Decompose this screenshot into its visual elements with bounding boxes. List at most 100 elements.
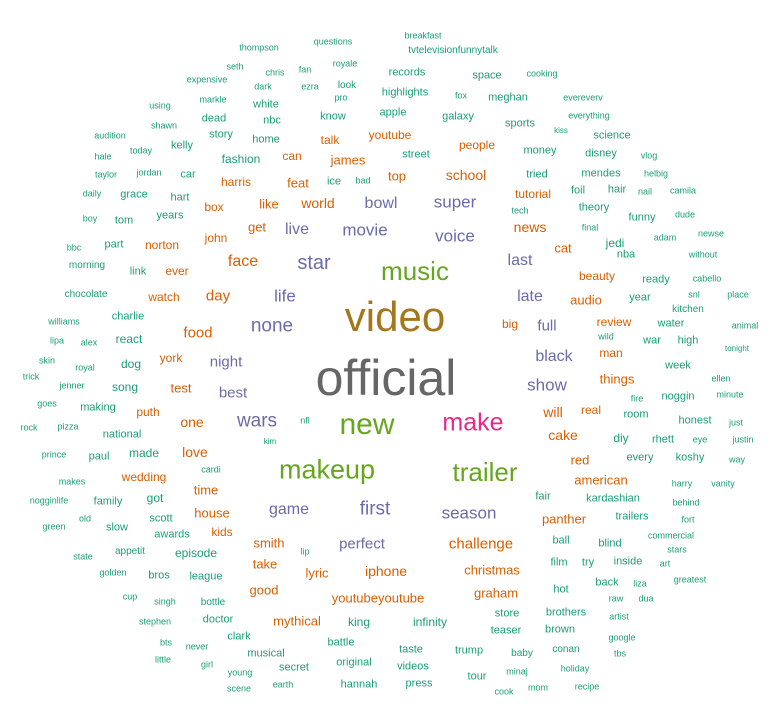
word-week: week [665, 359, 691, 372]
word-american: american [574, 472, 628, 488]
word-scott: scott [149, 512, 173, 525]
word-scene: scene [226, 683, 252, 694]
word-watch: watch [148, 290, 180, 304]
word-chocolate: chocolate [64, 289, 108, 300]
word-full: full [537, 317, 557, 335]
word-stephen: stephen [138, 616, 172, 627]
word-bros: bros [148, 569, 170, 582]
word-first: first [359, 498, 391, 520]
word-fox: fox [454, 90, 468, 101]
word-war: war [643, 334, 661, 347]
word-way: way [728, 454, 746, 465]
word-tonight: tonight [724, 344, 750, 353]
word-jordan: jordan [136, 167, 162, 178]
word-girl: girl [200, 659, 214, 670]
word-apple: apple [379, 106, 407, 119]
word-world: world [301, 195, 335, 211]
word-grace: grace [120, 188, 148, 201]
word-disney: disney [585, 147, 617, 160]
word-honest: honest [678, 414, 712, 427]
word-store: store [494, 607, 520, 620]
word-little: little [154, 654, 172, 665]
word-house: house [194, 505, 230, 521]
word-review: review [596, 315, 632, 329]
word-bts: bts [159, 637, 173, 648]
word-room: room [623, 408, 649, 421]
word-infinity: infinity [412, 615, 448, 629]
word-paul: paul [88, 450, 110, 463]
word-graham: graham [473, 585, 519, 601]
word-look: look [337, 80, 357, 91]
word-star: star [297, 252, 331, 274]
word-animal: animal [731, 320, 759, 331]
word-hannah: hannah [340, 678, 378, 691]
word-daily: daily [82, 188, 102, 199]
word-react: react [115, 332, 143, 346]
word-official: official [315, 350, 457, 406]
word-behind: behind [672, 497, 700, 508]
word-fort: fort [681, 514, 695, 525]
word-without: without [688, 249, 718, 260]
word-tour: tour [467, 670, 487, 683]
word-williams: williams [48, 316, 80, 327]
word-day: day [205, 287, 231, 305]
word-ever: ever [165, 264, 189, 278]
word-boy: boy [82, 213, 98, 224]
word-national: national [102, 428, 142, 441]
word-tbs: tbs [613, 648, 627, 659]
word-movie: movie [342, 220, 388, 240]
word-helbig: helbig [643, 168, 669, 179]
word-never: never [185, 641, 209, 652]
word-highlights: highlights [381, 86, 429, 99]
word-dead: dead [201, 112, 227, 125]
word-game: game [268, 501, 310, 518]
word-rhett: rhett [651, 433, 675, 446]
word-part: part [104, 238, 124, 251]
word-youtube: youtube [368, 128, 412, 142]
word-cat: cat [554, 240, 572, 256]
word-noggin: noggin [661, 390, 695, 403]
word-film: film [550, 556, 568, 569]
word-music: music [381, 256, 449, 286]
word-lyric: lyric [305, 565, 329, 581]
word-liza: liza [633, 578, 647, 589]
word-puth: puth [136, 405, 160, 419]
word-love: love [182, 444, 208, 460]
word-norton: norton [144, 238, 180, 252]
word-making: making [80, 401, 116, 414]
word-art: art [659, 558, 671, 569]
word-goes: goes [37, 398, 57, 409]
word-science: science [593, 129, 631, 142]
word-try: try [581, 556, 595, 569]
word-time: time [193, 482, 219, 498]
word-back: back [595, 576, 619, 589]
word-got: got [146, 491, 164, 505]
word-ball: ball [552, 534, 570, 547]
word-singh: singh [154, 596, 176, 607]
word-conan: conan [552, 644, 580, 655]
word-cake: cake [548, 427, 578, 443]
word-jenner: jenner [59, 380, 85, 391]
word-cardi: cardi [201, 464, 221, 475]
word-fan: fan [298, 64, 312, 75]
word-kelly: kelly [170, 139, 194, 152]
word-black: black [535, 348, 573, 365]
word-harris: harris [220, 175, 252, 189]
word-taylor: taylor [94, 169, 118, 180]
word-panther: panther [541, 511, 587, 527]
word-dua: dua [638, 593, 654, 604]
word-clark: clark [227, 630, 251, 643]
word-diy: diy [613, 431, 629, 445]
word-baby: baby [511, 648, 533, 659]
word-league: league [189, 570, 223, 583]
word-mom: mom [528, 682, 548, 693]
word-tried: tried [526, 168, 548, 181]
word-rock: rock [20, 422, 38, 433]
word-king: king [347, 615, 371, 629]
word-ready: ready [642, 273, 670, 286]
word-real: real [580, 403, 602, 417]
word-final: final [581, 222, 599, 233]
word-one: one [180, 414, 204, 430]
word-old: old [78, 513, 92, 524]
word-cabello: cabello [692, 273, 722, 284]
